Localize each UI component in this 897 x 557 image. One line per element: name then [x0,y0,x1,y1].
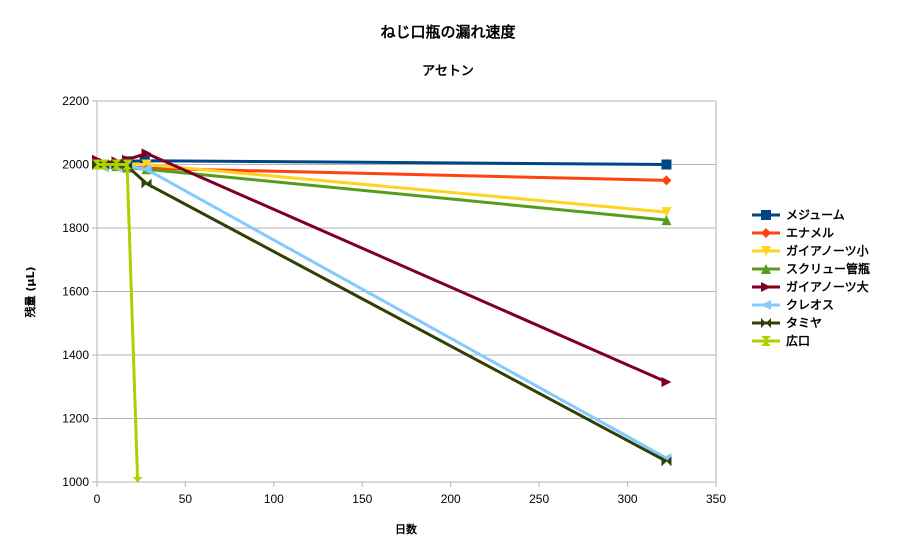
data-point [661,456,672,467]
data-point [132,477,143,482]
legend-item: スクリュー管瓶 [752,261,870,276]
legend-label: タミヤ [786,316,822,330]
legend-item: 広口 [752,333,810,348]
y-tick-label: 2200 [62,94,89,108]
data-point [761,210,771,220]
data-point [661,175,672,186]
y-tick-label: 2000 [62,158,89,172]
x-tick-label: 150 [352,492,372,506]
data-point [761,300,771,310]
y-axis-label: 残量 (μL) [23,267,37,318]
legend-item: メジューム [752,208,845,222]
data-point [92,159,102,170]
legend-label: 広口 [786,333,810,348]
legend-item: エナメル [752,226,834,240]
x-tick-label: 0 [94,492,101,506]
legend-label: クレオス [786,298,834,312]
x-tick-label: 100 [264,492,284,506]
data-point [761,336,771,346]
legend-item: ガイアノーツ小 [752,243,869,258]
grid [97,100,716,483]
data-point [122,159,133,170]
data-point [761,228,771,238]
chart-title: ねじ口瓶の漏れ速度 [380,23,516,41]
series-line [97,159,667,166]
legend-label: メジューム [786,208,845,222]
data-point [141,148,152,159]
data-point [141,178,152,189]
x-tick-label: 350 [706,492,726,506]
y-tick-label: 1000 [62,475,89,489]
legend-item: ガイアノーツ大 [752,279,869,294]
series-8 [92,159,143,482]
x-tick-label: 250 [529,492,549,506]
series-line [97,163,140,482]
series-group [92,148,672,482]
x-axis-label: 日数 [395,522,418,536]
y-tick-label: 1800 [62,221,89,235]
series-line [97,163,668,463]
x-tick-label: 50 [179,492,193,506]
series-5 [92,148,672,387]
data-point [99,159,110,170]
y-tick-label: 1600 [62,285,89,299]
y-tick-label: 1400 [62,348,89,362]
data-point [661,159,672,170]
legend-label: ガイアノーツ小 [786,243,869,258]
data-point [111,159,122,170]
legend-label: スクリュー管瓶 [786,261,870,276]
y-tick-label: 1200 [62,412,89,426]
axes: 1000 1200 1400 1600 1800 2000 2200 0 50 100 150 200… [62,94,726,506]
data-point [661,207,672,218]
data-point [761,246,771,256]
data-point [661,215,672,226]
data-point [141,164,152,175]
legend-label: エナメル [786,226,834,240]
legend-item: タミヤ [752,316,822,330]
plot-frame [96,100,717,483]
legend-label: ガイアノーツ大 [786,279,869,294]
x-tick-label: 200 [441,492,461,506]
data-point [761,318,771,328]
chart-subtitle: アセトン [422,64,474,79]
data-point [661,376,672,387]
data-point [761,264,771,274]
data-point [761,282,771,292]
legend-item: クレオス [752,298,834,312]
x-tick-label: 300 [618,492,638,506]
